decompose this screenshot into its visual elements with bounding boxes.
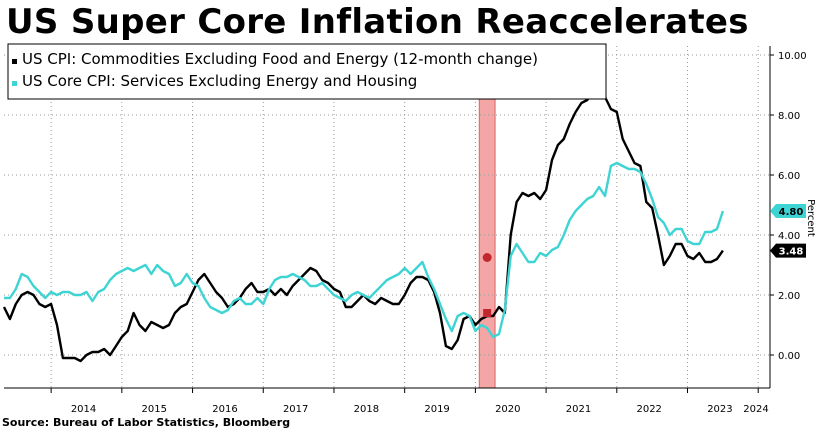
x-tick-label: 2020 <box>495 404 520 415</box>
x-tick-label: 2017 <box>283 404 308 415</box>
y-tick-label: 10.00 <box>778 51 807 62</box>
x-tick-label: 2021 <box>566 404 591 415</box>
y-tick-label: 2.00 <box>778 291 800 302</box>
x-tick-label: 2023 <box>707 404 732 415</box>
legend-label-1: US CPI: Commodities Excluding Food and E… <box>22 50 538 68</box>
x-tick-label: 2018 <box>354 404 379 415</box>
event-marker-upper <box>482 253 492 262</box>
event-marker-lower <box>483 309 492 317</box>
series-line-2 <box>4 161 725 339</box>
x-tick-label: 2024 <box>743 404 768 415</box>
chart-title: US Super Core Inflation Reaccelerates <box>6 2 749 42</box>
x-tick-label: 2022 <box>636 404 661 415</box>
y-axis-title: Percent <box>805 199 816 237</box>
legend-box <box>7 43 607 100</box>
series-line-1 <box>2 80 724 363</box>
legend-swatch-1 <box>12 59 17 64</box>
last-value-label-2: 4.80 <box>779 207 804 218</box>
x-tick-label: 2016 <box>212 404 237 415</box>
y-tick-label: 4.00 <box>778 231 800 242</box>
last-value-label-1: 3.48 <box>779 247 804 258</box>
x-tick-label: 2014 <box>71 404 96 415</box>
last-value-tag-1 <box>770 243 806 258</box>
y-tick-label: 6.00 <box>778 171 800 182</box>
y-tick-label: 0.00 <box>778 351 800 362</box>
source-note: Source: Bureau of Labor Statistics, Bloo… <box>2 416 291 429</box>
x-tick-label: 2015 <box>142 404 167 415</box>
y-tick-label: 8.00 <box>778 111 800 122</box>
shaded-period <box>479 46 496 388</box>
x-tick-label: 2019 <box>424 404 449 415</box>
last-value-tag-2 <box>770 204 806 218</box>
legend-label-2: US Core CPI: Services Excluding Energy a… <box>22 72 417 90</box>
legend-swatch-2 <box>12 81 17 86</box>
